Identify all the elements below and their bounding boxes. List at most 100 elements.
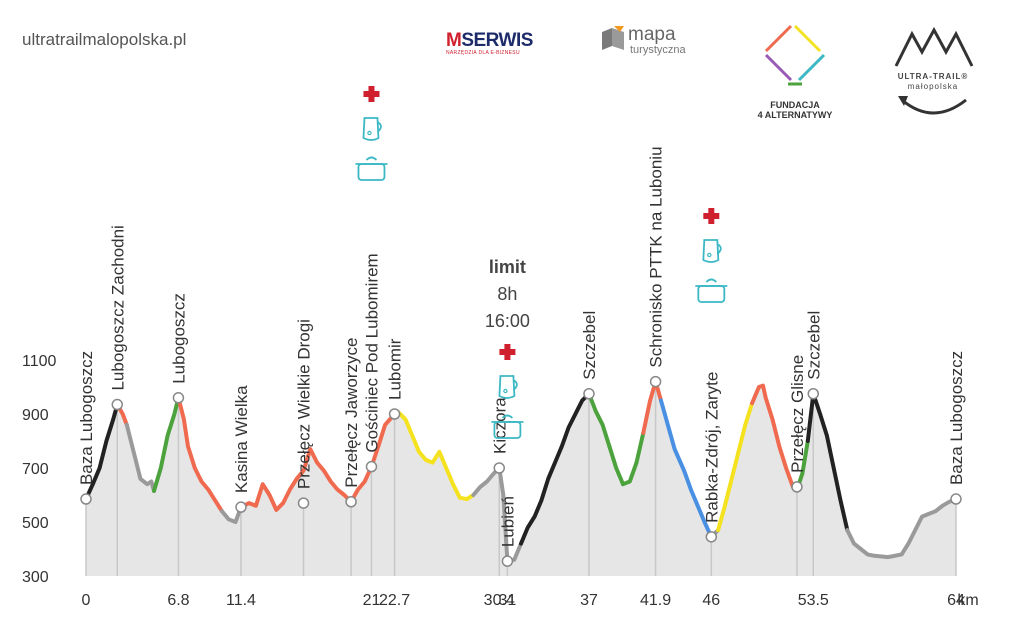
- mserwis-logo-text: SERWIS: [461, 30, 533, 51]
- waypoint-marker: [388, 408, 401, 420]
- y-tick-label: 300: [22, 569, 49, 586]
- profile-segment: [392, 410, 476, 502]
- waypoint-marker: [807, 388, 820, 400]
- waypoint-labels: Baza Lubogoszcz Lubogoszcz Zachodni Lubogo…: [77, 146, 966, 547]
- x-tick-label: 21: [363, 592, 381, 609]
- waypoint-label: Szczebel: [804, 311, 823, 380]
- waypoint-marker: [791, 481, 803, 493]
- waypoint-marker: [950, 493, 962, 505]
- x-tick-label: 6.8: [167, 592, 189, 609]
- x-tick-label: 11.4: [226, 592, 256, 609]
- waypoint-marker: [172, 392, 185, 404]
- mserwis-logo-subtext: NARZĘDZIA DLA E-BIZNESU: [446, 50, 520, 56]
- profile-segment: [659, 398, 714, 539]
- waypoint-marker: [705, 531, 718, 543]
- profile-segment: [621, 430, 646, 487]
- waypoint-marker: [365, 460, 378, 473]
- profile-segment: [219, 505, 243, 524]
- waypoint-label: Lubomir: [386, 338, 405, 400]
- y-tick-label: 1100: [22, 353, 57, 370]
- mserwis-logo: MSERWIS NARZĘDZIA DLA E-BIZNESU: [446, 30, 533, 56]
- ultra-trail-logo-subtext: małopolska: [907, 82, 959, 91]
- waypoint-marker: [80, 493, 92, 505]
- waypoint-marker: [345, 496, 357, 508]
- y-tick-label: 700: [22, 461, 49, 478]
- x-tick-label: 41.9: [640, 592, 671, 609]
- limit-hours: 8h: [497, 284, 517, 304]
- aid-station: [355, 86, 388, 181]
- waypoint-marker: [297, 497, 310, 509]
- profile-segment: [607, 444, 625, 487]
- waypoint-label: Przełęcz Glisne: [788, 355, 807, 473]
- profile-segment: [84, 402, 120, 502]
- food-pot-icon: [355, 156, 388, 181]
- map-pin-icon: [602, 26, 624, 50]
- profile-segment: [716, 401, 755, 533]
- waypoint-lines: [85, 381, 957, 576]
- profile-segment: [519, 391, 591, 546]
- waypoint-label: Szczebel: [580, 311, 599, 380]
- waypoint-marker: [649, 375, 662, 388]
- x-tick-label: 22.7: [379, 592, 410, 609]
- aid-station: [491, 344, 524, 439]
- mapa-turystyczna-logo: mapa turystyczna: [600, 24, 686, 57]
- elevation-line: [80, 375, 962, 567]
- y-tick-label: 500: [22, 515, 49, 532]
- mapa-logo-text: mapa: [628, 24, 676, 45]
- profile-segment: [641, 379, 663, 435]
- waypoint-label: Kasina Wielka: [232, 385, 251, 493]
- profile-segment: [845, 497, 958, 560]
- diamond-arrows-icon: [764, 24, 826, 86]
- fundacja-logo: FUNDACJA 4 ALTERNATYWY: [750, 22, 840, 120]
- profile-segment: [239, 412, 397, 512]
- water-jug-icon: [498, 375, 518, 399]
- x-tick-label: 64: [947, 592, 965, 609]
- waypoint-label: Przełęcz Wielkie Drogi: [295, 319, 314, 489]
- waypoint-marker: [235, 501, 247, 513]
- x-tick-label: 0: [82, 592, 91, 609]
- aid-stations: [355, 86, 728, 439]
- waypoint-label: Przełęcz Jaworzyce: [342, 338, 361, 488]
- profile-segment: [124, 422, 156, 493]
- fundacja-logo-text: FUNDACJA 4 ALTERNATYWY: [757, 100, 833, 120]
- waypoint-label: Lubogoszcz: [169, 293, 188, 384]
- waypoint-label: Lubogoszcz Zachodni: [108, 225, 127, 390]
- x-tick-label: 37: [580, 592, 598, 609]
- aid-station: [695, 208, 728, 303]
- water-jug-icon: [702, 239, 722, 263]
- first-aid-icon: [703, 208, 720, 224]
- time-limit: limit 8h 16:00: [485, 257, 530, 331]
- waypoint-label: Kiczora: [490, 397, 509, 454]
- waypoint-label: Lubień: [498, 496, 517, 547]
- first-aid-icon: [363, 86, 380, 102]
- mountains-icon: [894, 26, 974, 115]
- water-jug-icon: [362, 117, 382, 141]
- profile-segment: [587, 391, 612, 449]
- ultra-trail-logo-text: ULTRA-TRAIL®: [897, 72, 969, 81]
- x-tick-label: 53.5: [798, 592, 829, 609]
- waypoint-marker: [111, 398, 124, 411]
- food-pot-icon: [491, 414, 524, 439]
- limit-time: 16:00: [485, 311, 530, 331]
- mapa-logo-subtext: turystyczna: [630, 44, 686, 56]
- limit-label: limit: [489, 257, 526, 277]
- y-axis: 300 500 700 900 1100: [22, 353, 57, 586]
- x-tick-label: 31: [499, 592, 517, 609]
- x-tick-label: 46: [702, 592, 720, 609]
- x-tick-label: 30.4: [484, 592, 515, 609]
- waypoint-label: Baza Lubogoszcz: [77, 351, 96, 485]
- profile-segment: [750, 383, 799, 492]
- waypoint-label: Rabka-Zdrój, Zaryte: [702, 372, 721, 523]
- profile-segment: [176, 395, 224, 514]
- waypoint-label: Gościniec Pod Lubomirem: [362, 253, 381, 452]
- x-axis-unit: km: [957, 592, 978, 609]
- waypoint-marker: [493, 462, 505, 474]
- site-url[interactable]: ultratrailmalopolska.pl: [22, 30, 187, 49]
- waypoint-label: Schronisko PTTK na Luboniu: [647, 146, 666, 367]
- waypoint-label: Baza Lubogoszcz: [947, 351, 966, 485]
- waypoint-marker: [501, 555, 514, 567]
- ultra-trail-logo: ULTRA-TRAIL® małopolska: [888, 26, 978, 131]
- food-pot-icon: [695, 278, 728, 303]
